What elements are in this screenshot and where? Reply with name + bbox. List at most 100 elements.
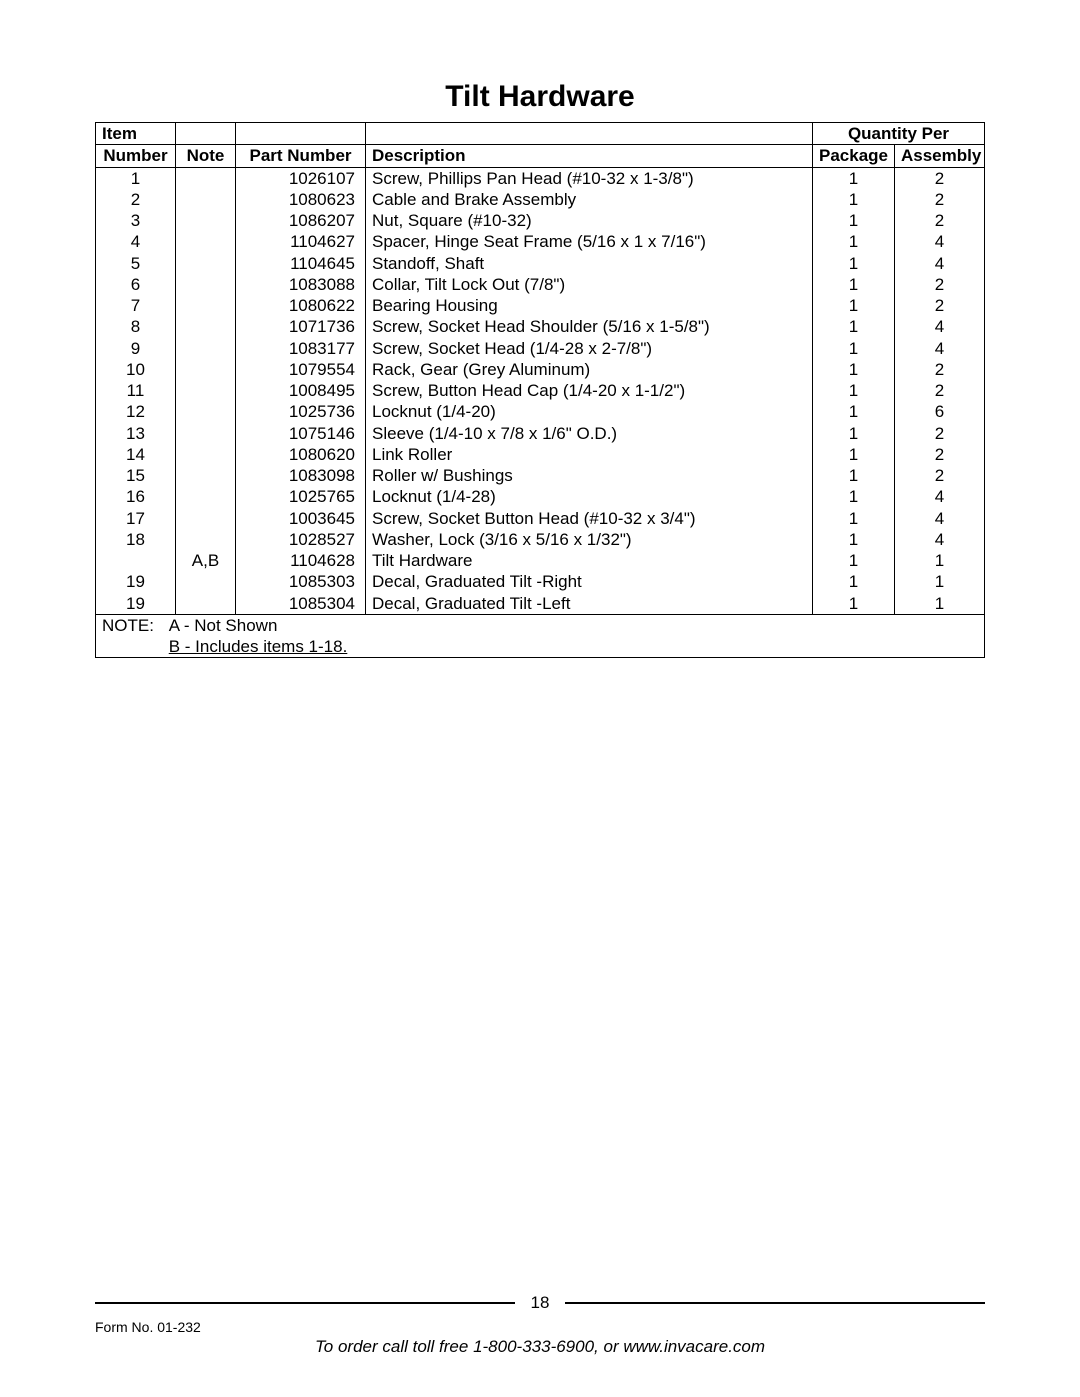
cell-item: 6: [96, 274, 176, 295]
table-row: 181028527Washer, Lock (3/16 x 5/16 x 1/3…: [96, 529, 985, 550]
note-spacer: [102, 636, 164, 657]
cell-assembly: 2: [895, 167, 985, 189]
cell-description: Locknut (1/4-28): [366, 486, 813, 507]
header-item: Number: [96, 145, 176, 167]
cell-assembly: 2: [895, 359, 985, 380]
cell-package: 1: [813, 189, 895, 210]
cell-note: [176, 231, 236, 252]
header-qty-group: Quantity Per: [813, 123, 985, 145]
table-row: 111008495Screw, Button Head Cap (1/4-20 …: [96, 380, 985, 401]
table-row: 121025736Locknut (1/4-20)16: [96, 401, 985, 422]
table-row: 71080622Bearing Housing12: [96, 295, 985, 316]
form-number: Form No. 01-232: [95, 1319, 985, 1335]
cell-package: 1: [813, 444, 895, 465]
table-row: A,B1104628Tilt Hardware11: [96, 550, 985, 571]
header-blank-note: [176, 123, 236, 145]
cell-note: [176, 316, 236, 337]
cell-item: 3: [96, 210, 176, 231]
cell-assembly: 4: [895, 529, 985, 550]
cell-part: 1104628: [236, 550, 366, 571]
cell-note: [176, 380, 236, 401]
cell-note: [176, 189, 236, 210]
cell-part: 1086207: [236, 210, 366, 231]
cell-note: [176, 295, 236, 316]
cell-description: Decal, Graduated Tilt -Left: [366, 593, 813, 615]
cell-package: 1: [813, 380, 895, 401]
header-note: Note: [176, 145, 236, 167]
cell-assembly: 4: [895, 316, 985, 337]
table-row: 151083098Roller w/ Bushings12: [96, 465, 985, 486]
cell-part: 1080622: [236, 295, 366, 316]
cell-note: [176, 508, 236, 529]
cell-item: 1: [96, 167, 176, 189]
cell-description: Collar, Tilt Lock Out (7/8"): [366, 274, 813, 295]
cell-part: 1085303: [236, 571, 366, 592]
cell-part: 1075146: [236, 423, 366, 444]
cell-item: 16: [96, 486, 176, 507]
footer-rule-left: [95, 1302, 515, 1304]
table-row: 31086207Nut, Square (#10-32)12: [96, 210, 985, 231]
cell-description: Tilt Hardware: [366, 550, 813, 571]
cell-assembly: 4: [895, 508, 985, 529]
table-row: 131075146Sleeve (1/4-10 x 7/8 x 1/6" O.D…: [96, 423, 985, 444]
cell-part: 1071736: [236, 316, 366, 337]
header-part: Part Number: [236, 145, 366, 167]
cell-description: Screw, Phillips Pan Head (#10-32 x 1-3/8…: [366, 167, 813, 189]
cell-package: 1: [813, 423, 895, 444]
note-b: B - Includes items 1-18.: [169, 636, 348, 657]
cell-assembly: 2: [895, 295, 985, 316]
cell-description: Screw, Socket Button Head (#10-32 x 3/4"…: [366, 508, 813, 529]
cell-package: 1: [813, 508, 895, 529]
cell-item: 2: [96, 189, 176, 210]
cell-package: 1: [813, 316, 895, 337]
header-item-top: Item: [96, 123, 176, 145]
table-row: 61083088Collar, Tilt Lock Out (7/8")12: [96, 274, 985, 295]
cell-description: Screw, Socket Head Shoulder (5/16 x 1-5/…: [366, 316, 813, 337]
cell-package: 1: [813, 274, 895, 295]
cell-note: [176, 210, 236, 231]
table-row: 191085304Decal, Graduated Tilt -Left11: [96, 593, 985, 615]
cell-assembly: 2: [895, 380, 985, 401]
cell-item: 5: [96, 253, 176, 274]
order-info: To order call toll free 1-800-333-6900, …: [95, 1337, 985, 1357]
page-title: Tilt Hardware: [95, 80, 985, 114]
cell-item: 8: [96, 316, 176, 337]
cell-package: 1: [813, 231, 895, 252]
cell-package: 1: [813, 401, 895, 422]
cell-package: 1: [813, 167, 895, 189]
header-description: Description: [366, 145, 813, 167]
table-row: 171003645Screw, Socket Button Head (#10-…: [96, 508, 985, 529]
cell-package: 1: [813, 465, 895, 486]
footer-rule-right: [565, 1302, 985, 1304]
cell-part: 1104645: [236, 253, 366, 274]
cell-description: Standoff, Shaft: [366, 253, 813, 274]
cell-part: 1008495: [236, 380, 366, 401]
cell-item: [96, 550, 176, 571]
cell-part: 1085304: [236, 593, 366, 615]
cell-item: 11: [96, 380, 176, 401]
table-row: 21080623Cable and Brake Assembly12: [96, 189, 985, 210]
footer-rule: 18: [95, 1293, 985, 1313]
table-row: 191085303Decal, Graduated Tilt -Right11: [96, 571, 985, 592]
cell-assembly: 1: [895, 550, 985, 571]
cell-part: 1080620: [236, 444, 366, 465]
header-package: Package: [813, 145, 895, 167]
page-number: 18: [531, 1293, 550, 1313]
table-row: 101079554Rack, Gear (Grey Aluminum)12: [96, 359, 985, 380]
table-row: 141080620Link Roller12: [96, 444, 985, 465]
cell-description: Sleeve (1/4-10 x 7/8 x 1/6" O.D.): [366, 423, 813, 444]
cell-package: 1: [813, 550, 895, 571]
cell-item: 19: [96, 571, 176, 592]
cell-package: 1: [813, 571, 895, 592]
cell-part: 1083098: [236, 465, 366, 486]
cell-package: 1: [813, 338, 895, 359]
cell-part: 1083177: [236, 338, 366, 359]
note-label: NOTE:: [102, 615, 164, 636]
cell-description: Spacer, Hinge Seat Frame (5/16 x 1 x 7/1…: [366, 231, 813, 252]
cell-note: [176, 486, 236, 507]
cell-note: [176, 529, 236, 550]
cell-note: [176, 253, 236, 274]
cell-description: Nut, Square (#10-32): [366, 210, 813, 231]
table-notes: NOTE: A - Not Shown B - Includes items 1…: [96, 614, 985, 658]
cell-item: 9: [96, 338, 176, 359]
